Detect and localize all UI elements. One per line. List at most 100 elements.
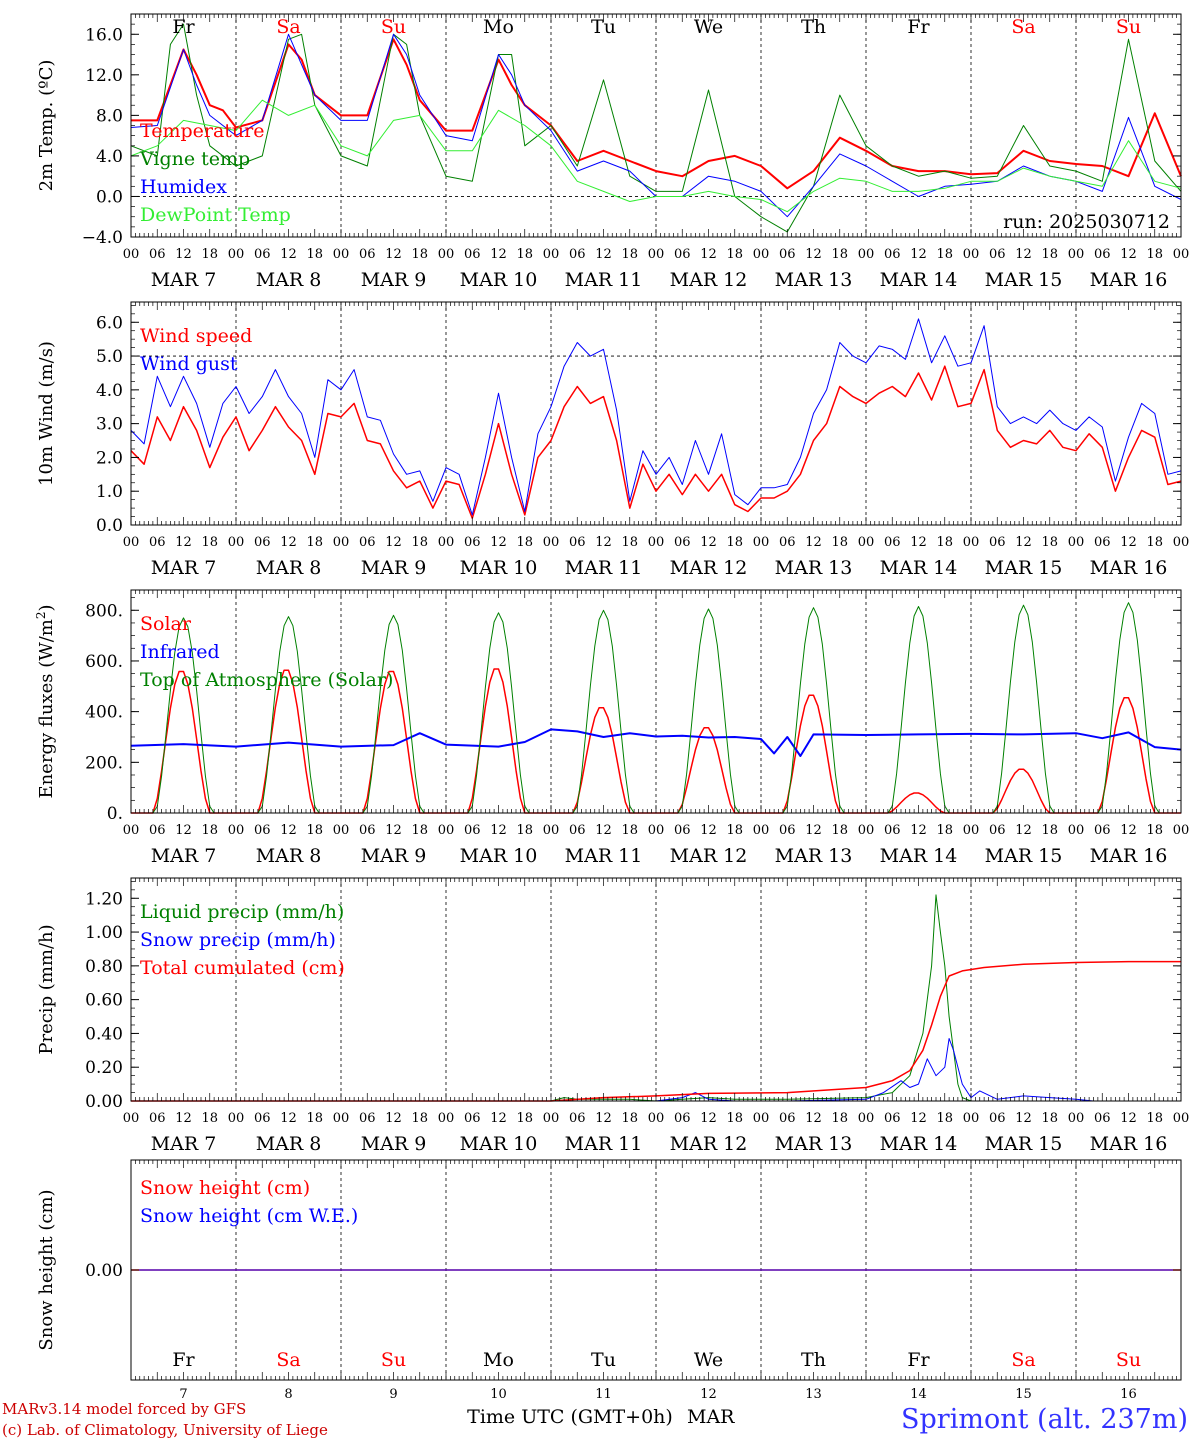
hour-tick-label: 00 bbox=[858, 1111, 875, 1126]
hour-tick-label: 12 bbox=[700, 535, 717, 550]
hour-tick-label: 18 bbox=[831, 247, 848, 262]
day-number: 11 bbox=[595, 1387, 612, 1402]
hour-tick-label: 12 bbox=[700, 1111, 717, 1126]
y-tick-label: 4.0 bbox=[96, 381, 123, 401]
y-tick-label: 0. bbox=[107, 804, 123, 824]
day-label: MAR 16 bbox=[1090, 845, 1168, 867]
hour-tick-label: 12 bbox=[910, 823, 927, 838]
hour-tick-label: 06 bbox=[674, 247, 691, 262]
series-line-wind-speed bbox=[130, 365, 1182, 519]
day-number: 10 bbox=[490, 1387, 507, 1402]
day-number: 12 bbox=[700, 1387, 717, 1402]
hour-tick-label: 06 bbox=[1094, 535, 1111, 550]
hour-tick-label: 12 bbox=[280, 823, 297, 838]
hour-tick-label: 12 bbox=[805, 823, 822, 838]
hour-tick-label: 06 bbox=[779, 823, 796, 838]
hour-tick-label: 18 bbox=[411, 247, 428, 262]
hour-tick-label: 18 bbox=[201, 247, 218, 262]
hour-tick-label: 12 bbox=[175, 535, 192, 550]
hour-tick-label: 00 bbox=[333, 1111, 350, 1126]
weekday-label: Th bbox=[801, 1349, 826, 1371]
weekday-label: Tu bbox=[591, 1349, 616, 1371]
weekday-label: We bbox=[694, 16, 723, 38]
y-tick-label: 4.0 bbox=[96, 147, 123, 167]
hour-tick-label: 18 bbox=[516, 247, 533, 262]
y-tick-label: 1.20 bbox=[85, 889, 123, 909]
day-label: MAR 10 bbox=[460, 269, 538, 291]
hour-tick-label: 06 bbox=[884, 1111, 901, 1126]
hour-tick-label: 18 bbox=[516, 823, 533, 838]
hour-tick-label: 00 bbox=[1173, 1111, 1190, 1126]
hour-tick-label: 00 bbox=[228, 535, 245, 550]
hour-tick-label: 12 bbox=[1015, 535, 1032, 550]
day-label: MAR 11 bbox=[565, 269, 643, 291]
hour-tick-label: 12 bbox=[490, 247, 507, 262]
hour-tick-label: 12 bbox=[385, 823, 402, 838]
legend-entry: Vigne temp bbox=[139, 148, 250, 170]
hour-tick-label: 06 bbox=[464, 823, 481, 838]
hour-tick-label: 06 bbox=[989, 1111, 1006, 1126]
hour-tick-label: 12 bbox=[910, 247, 927, 262]
hour-tick-label: 00 bbox=[963, 1111, 980, 1126]
hour-tick-label: 00 bbox=[228, 823, 245, 838]
hour-tick-label: 12 bbox=[1015, 823, 1032, 838]
hour-tick-label: 06 bbox=[359, 823, 376, 838]
hour-tick-label: 12 bbox=[595, 823, 612, 838]
legend-entry: Snow height (cm W.E.) bbox=[140, 1205, 358, 1227]
hour-tick-label: 12 bbox=[175, 823, 192, 838]
series-line-temperature bbox=[131, 38, 1182, 190]
hour-tick-label: 18 bbox=[726, 535, 743, 550]
y-tick-label: 2.0 bbox=[96, 448, 123, 468]
hour-tick-label: 06 bbox=[149, 1111, 166, 1126]
hour-tick-label: 12 bbox=[1120, 535, 1137, 550]
panel-2: 0.0 1.0 2.0 3.0 4.0 5.0 6.0 10m Wind (m/s) Wind … bbox=[36, 301, 1189, 579]
hour-tick-label: 06 bbox=[464, 247, 481, 262]
day-label: MAR 15 bbox=[985, 1133, 1063, 1155]
y-tick-label: 16.0 bbox=[85, 25, 123, 45]
hour-tick-label: 06 bbox=[359, 247, 376, 262]
hour-tick-label: 18 bbox=[201, 1111, 218, 1126]
hour-tick-label: 06 bbox=[149, 535, 166, 550]
hour-tick-label: 00 bbox=[648, 823, 665, 838]
hour-tick-label: 18 bbox=[621, 1111, 638, 1126]
y-tick-label: 8.0 bbox=[96, 106, 123, 126]
hour-tick-label: 00 bbox=[648, 247, 665, 262]
hour-tick-label: 00 bbox=[228, 247, 245, 262]
hour-tick-label: 00 bbox=[438, 1111, 455, 1126]
hour-tick-label: 18 bbox=[936, 823, 953, 838]
day-label: MAR 7 bbox=[151, 845, 217, 867]
hour-tick-label: 06 bbox=[884, 247, 901, 262]
weekday-label: Su bbox=[1116, 16, 1141, 38]
hour-tick-label: 18 bbox=[201, 535, 218, 550]
hour-tick-label: 06 bbox=[254, 823, 271, 838]
hour-tick-label: 06 bbox=[989, 247, 1006, 262]
hour-tick-label: 00 bbox=[1173, 247, 1190, 262]
y-tick-label: 0.0 bbox=[96, 187, 123, 207]
hour-tick-label: 12 bbox=[700, 247, 717, 262]
hour-tick-label: 18 bbox=[831, 1111, 848, 1126]
y-axis-label: Energy fluxes (W/m2) bbox=[34, 604, 57, 798]
hour-tick-label: 00 bbox=[858, 247, 875, 262]
day-label: MAR 8 bbox=[256, 845, 322, 867]
hour-tick-label: 18 bbox=[621, 247, 638, 262]
y-axis-label-superscript: 2 bbox=[34, 611, 48, 619]
hour-tick-label: 18 bbox=[831, 823, 848, 838]
hour-tick-label: 06 bbox=[569, 535, 586, 550]
hour-tick-label: 06 bbox=[464, 1111, 481, 1126]
day-label: MAR 13 bbox=[775, 1133, 853, 1155]
y-axis-label-suffix: ) bbox=[36, 604, 57, 611]
day-number: 9 bbox=[389, 1387, 397, 1402]
hour-tick-label: 18 bbox=[831, 535, 848, 550]
y-axis-label: 10m Wind (m/s) bbox=[36, 341, 57, 486]
day-number: 8 bbox=[284, 1387, 292, 1402]
hour-tick-label: 06 bbox=[149, 247, 166, 262]
weekday-label: Tu bbox=[591, 16, 616, 38]
hour-tick-label: 18 bbox=[306, 247, 323, 262]
hour-tick-label: 18 bbox=[1041, 1111, 1058, 1126]
weekday-label: Sa bbox=[1011, 16, 1035, 38]
hour-tick-label: 06 bbox=[779, 247, 796, 262]
hour-tick-label: 00 bbox=[753, 247, 770, 262]
day-label: MAR 14 bbox=[880, 557, 958, 579]
weekday-label: Fr bbox=[172, 1349, 195, 1371]
hour-tick-label: 00 bbox=[858, 823, 875, 838]
